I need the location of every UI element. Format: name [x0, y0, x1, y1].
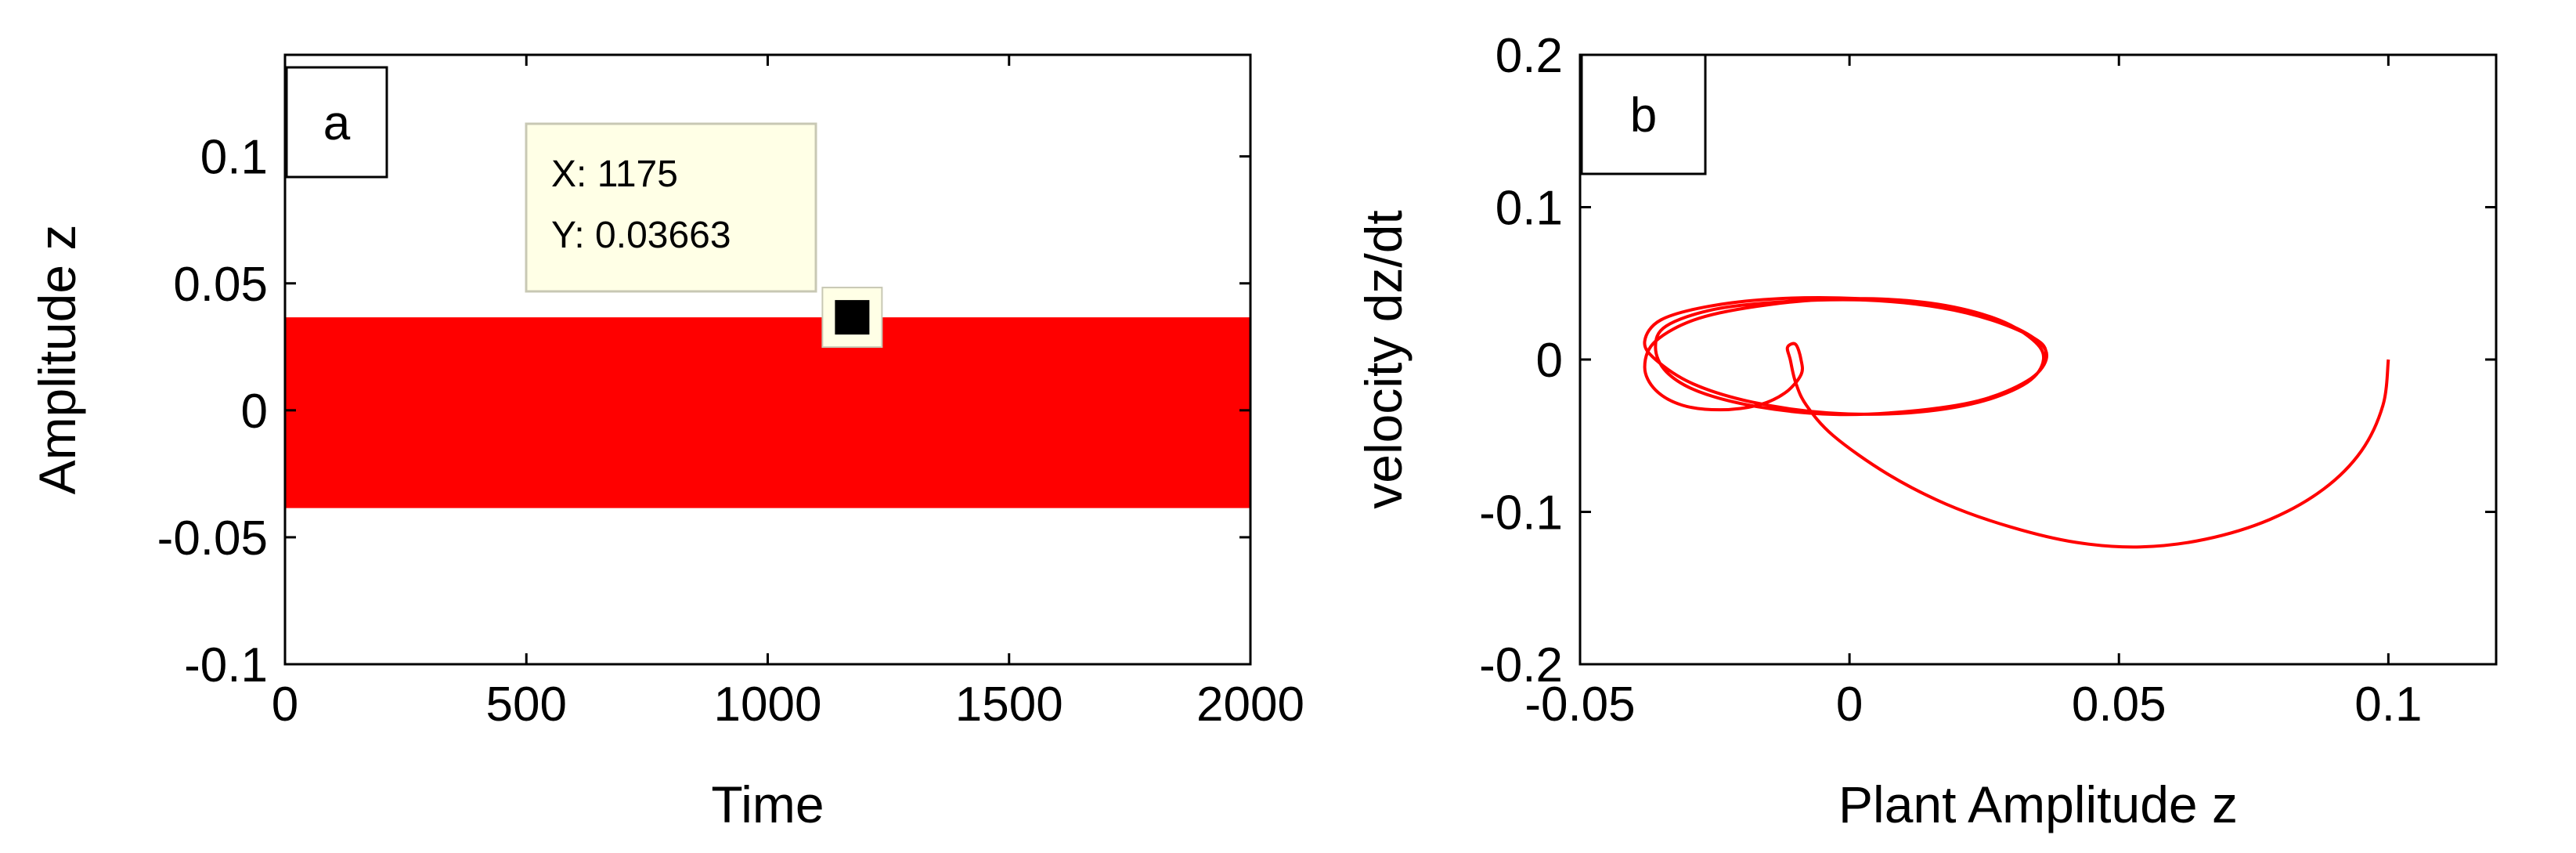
- panel-a: 0 500 1000 1500 2000 -0.1 -0.05 0 0.05 0.1 Time Amp…: [28, 53, 1304, 833]
- panel-tag-box: [1580, 53, 1707, 175]
- x-tick-label: 0.1: [2354, 678, 2422, 732]
- y-tick-label: -0.05: [157, 511, 268, 566]
- x-tick-label: 500: [486, 678, 567, 732]
- y-tick-label: 0: [1536, 334, 1563, 388]
- datatip-box: [525, 122, 817, 293]
- datatip-marker[interactable]: [835, 300, 870, 335]
- x-tick-label: 2000: [1196, 678, 1304, 732]
- oscillation-band: [285, 317, 1250, 508]
- y-axis-label: velocity dz/dt: [1355, 210, 1412, 509]
- y-tick-label: 0.1: [1495, 182, 1563, 236]
- x-axis-label: Plant Amplitude z: [1838, 775, 2238, 833]
- y-axis-label: Amplitude z: [28, 225, 86, 495]
- x-tick-label: -0.05: [1524, 678, 1635, 732]
- panel-b: -0.05 0 0.05 0.1 -0.2 -0.1 0 0.1 0.2 Plant Amplit…: [1355, 29, 2498, 833]
- panel-tag-label: a: [323, 96, 351, 150]
- y-tick-label: 0.1: [200, 131, 268, 185]
- datatip-y: Y: 0.03663: [551, 215, 731, 256]
- x-axis-label: Time: [711, 775, 824, 833]
- panel-tag-label: b: [1630, 89, 1657, 143]
- y-tick-label: -0.1: [1479, 486, 1563, 540]
- y-tick-label: -0.2: [1479, 638, 1563, 692]
- phase-trajectory: [1643, 295, 2390, 549]
- x-tick-label: 0: [272, 678, 298, 732]
- x-tick-label: 1000: [714, 678, 822, 732]
- x-tick-label: 0: [1836, 678, 1863, 732]
- datatip-x: X: 1175: [551, 154, 678, 195]
- axes-frame: [1578, 53, 2498, 666]
- panel-tag-box: [285, 66, 388, 179]
- y-tick-label: -0.1: [184, 638, 268, 692]
- x-tick-label: 0.05: [2072, 678, 2167, 732]
- y-tick-label: 0: [241, 385, 268, 439]
- y-tick-label: 0.05: [173, 258, 268, 312]
- x-tick-label: 1500: [955, 678, 1063, 732]
- y-tick-label: 0.2: [1495, 29, 1563, 83]
